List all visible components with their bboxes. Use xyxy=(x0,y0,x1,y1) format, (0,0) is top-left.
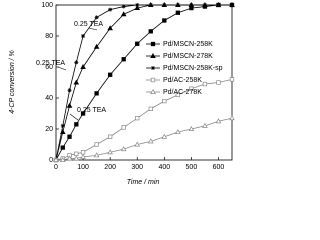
marker xyxy=(175,3,180,7)
legend-label: Pd/MSCN-278K xyxy=(163,53,213,60)
marker xyxy=(93,152,100,158)
marker xyxy=(134,5,141,11)
marker xyxy=(135,3,140,7)
marker xyxy=(121,4,126,9)
marker xyxy=(148,29,153,34)
marker xyxy=(121,57,126,62)
marker xyxy=(94,91,99,96)
marker xyxy=(135,41,140,46)
x-tick-label: 200 xyxy=(104,164,116,171)
y-tick-label: 40 xyxy=(45,95,53,102)
marker xyxy=(73,155,80,161)
marker xyxy=(148,106,153,112)
marker xyxy=(60,123,65,128)
annotation-arrow xyxy=(69,113,79,121)
legend-label: Pd/AC-278K xyxy=(163,89,202,96)
marker xyxy=(74,60,79,65)
marker xyxy=(74,122,79,127)
marker xyxy=(162,3,167,7)
marker xyxy=(67,134,72,139)
marker xyxy=(148,3,153,7)
marker xyxy=(107,149,113,155)
annotation: 0.25 TEA xyxy=(36,60,65,67)
y-tick-label: 60 xyxy=(45,64,53,71)
marker xyxy=(161,133,168,139)
series-line xyxy=(55,79,233,161)
marker xyxy=(81,34,86,38)
annotation: 0.25 TEA xyxy=(77,107,106,114)
legend-marker xyxy=(150,88,156,94)
marker xyxy=(189,86,194,91)
marker xyxy=(175,129,181,135)
legend-marker xyxy=(150,52,156,58)
marker xyxy=(121,125,126,130)
marker xyxy=(120,11,127,17)
annotation: 0.25 TEA xyxy=(74,21,103,28)
y-tick-label: 0 xyxy=(49,157,53,164)
marker xyxy=(147,138,154,144)
legend-marker xyxy=(150,41,156,47)
chart: 4-CP conversion / % Time / min 0 20 40 60 80… xyxy=(9,2,235,186)
marker xyxy=(175,10,180,15)
marker xyxy=(229,77,235,82)
x-tick-label: 100 xyxy=(77,164,89,171)
marker xyxy=(215,118,222,124)
marker xyxy=(189,3,194,7)
marker xyxy=(66,155,73,161)
marker xyxy=(175,92,180,98)
marker xyxy=(66,102,73,108)
legend-label: Pd/MSCN-258K xyxy=(163,41,213,48)
marker xyxy=(216,3,221,7)
x-tick-label: 600 xyxy=(213,164,225,171)
marker xyxy=(80,63,86,69)
marker xyxy=(94,142,99,147)
series-line xyxy=(55,4,232,161)
marker xyxy=(73,79,80,85)
marker xyxy=(80,150,86,155)
y-tick-label: 80 xyxy=(45,33,53,40)
marker xyxy=(230,3,234,7)
marker xyxy=(188,125,195,131)
marker xyxy=(135,115,140,121)
marker xyxy=(94,15,99,20)
series-line xyxy=(55,4,232,161)
marker xyxy=(202,81,208,87)
series-line xyxy=(56,117,233,161)
marker xyxy=(202,3,207,7)
legend-label: Pd/AC-258K xyxy=(163,77,202,84)
legend-marker xyxy=(150,77,156,83)
x-tick-label: 500 xyxy=(186,164,198,171)
marker xyxy=(60,145,65,150)
marker xyxy=(162,98,167,104)
marker xyxy=(80,111,86,116)
y-tick-label: 100 xyxy=(41,2,53,9)
marker xyxy=(53,156,59,162)
y-tick-label: 20 xyxy=(45,126,53,133)
annotation-arrow xyxy=(57,66,67,71)
marker xyxy=(216,80,221,85)
marker xyxy=(108,7,113,12)
legend-label: Pd/MSCN-258K-sp xyxy=(163,65,223,72)
x-tick-label: 400 xyxy=(158,164,170,171)
legend-marker xyxy=(151,66,155,70)
marker xyxy=(93,43,100,49)
y-axis-label: 4-CP conversion / % xyxy=(9,50,16,114)
marker xyxy=(108,72,113,77)
marker xyxy=(229,115,235,121)
marker xyxy=(80,153,86,159)
marker xyxy=(107,25,113,31)
marker xyxy=(67,88,72,93)
marker xyxy=(59,156,66,162)
x-tick-label: 300 xyxy=(131,164,143,171)
marker xyxy=(74,151,79,156)
marker xyxy=(108,134,113,139)
marker xyxy=(120,146,127,152)
x-tick-label: 0 xyxy=(54,164,58,171)
annotation-arrow xyxy=(88,27,98,31)
x-axis-label: Time / min xyxy=(127,179,160,186)
marker xyxy=(134,141,141,147)
marker xyxy=(202,122,208,128)
marker xyxy=(162,18,167,23)
